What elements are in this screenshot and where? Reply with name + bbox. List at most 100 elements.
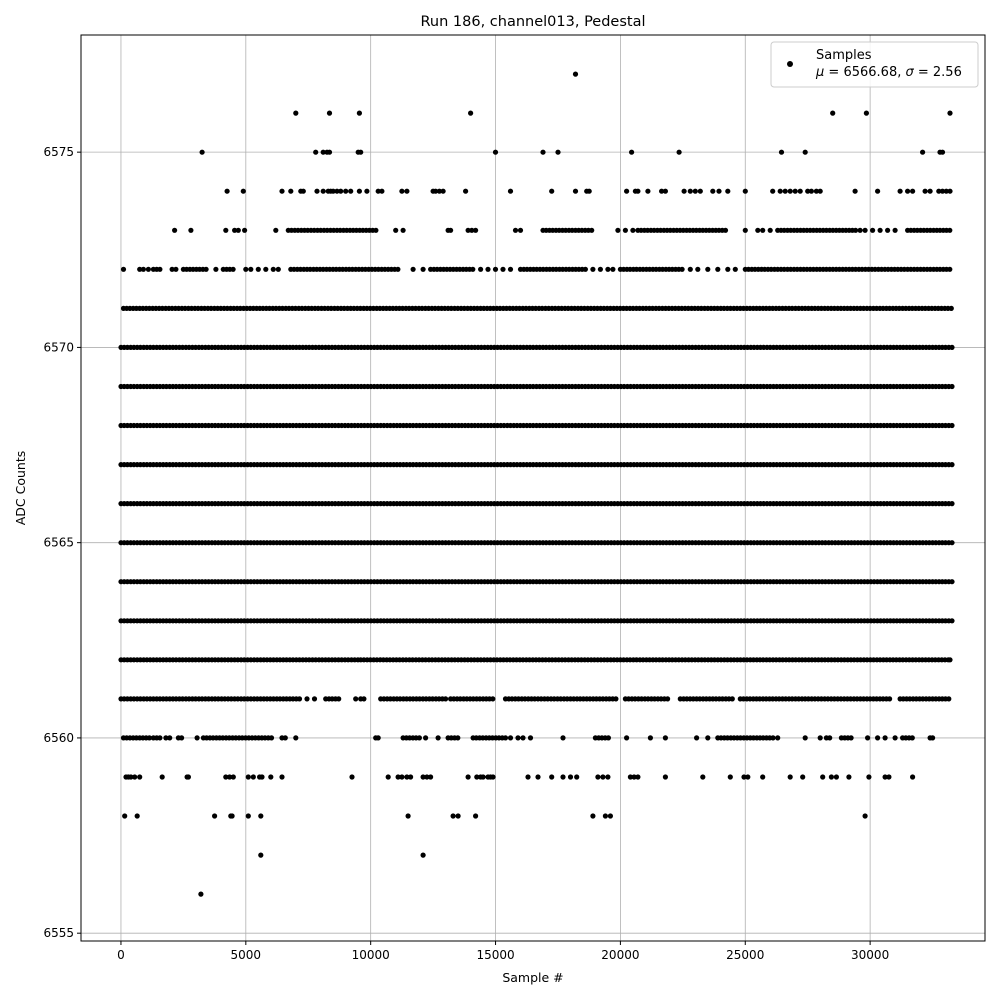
data-point [863, 110, 870, 116]
data-point [450, 813, 456, 819]
data-point [647, 735, 654, 741]
x-tick-label: 0 [117, 948, 125, 962]
data-point [949, 383, 955, 390]
data-point [560, 735, 566, 741]
data-point [852, 188, 858, 194]
data-point [760, 227, 766, 233]
data-point [910, 774, 916, 780]
data-point [245, 774, 251, 780]
data-point [478, 266, 484, 272]
data-point [404, 188, 410, 194]
data-point [263, 266, 269, 272]
data-point [729, 696, 735, 702]
legend-mu-value: 6566.68 [843, 65, 897, 80]
data-point [813, 188, 820, 194]
data-point [629, 149, 635, 155]
data-point [741, 774, 747, 780]
data-point [492, 266, 499, 272]
data-point [897, 188, 903, 194]
data-point [137, 774, 143, 780]
data-point [865, 735, 871, 741]
data-point [416, 735, 422, 741]
data-point [877, 227, 883, 233]
data-point [782, 188, 788, 194]
legend: Samples μ = 6566.68, σ = 2.56 [770, 41, 979, 88]
data-point [870, 227, 876, 233]
data-point [379, 188, 385, 194]
data-point [705, 266, 711, 272]
data-point [700, 774, 706, 780]
data-point [615, 227, 621, 233]
data-point [348, 188, 354, 194]
data-point [120, 266, 127, 272]
data-point [770, 188, 776, 194]
data-point [630, 227, 636, 233]
data-point [775, 735, 781, 741]
data-point [227, 774, 233, 780]
data-point [473, 227, 479, 233]
data-point [927, 188, 933, 194]
data-point [887, 696, 893, 702]
data-point [375, 735, 381, 741]
data-point [223, 227, 229, 233]
data-point [590, 266, 596, 272]
data-point [949, 422, 955, 429]
data-point [777, 188, 783, 194]
data-point [662, 735, 669, 741]
data-point [268, 735, 275, 741]
data-point [560, 774, 566, 780]
data-point [385, 774, 391, 780]
data-point [185, 774, 191, 780]
data-point [946, 696, 952, 702]
data-point [424, 774, 430, 780]
data-point [300, 188, 306, 194]
data-point [428, 774, 434, 780]
y-tick-label: 6570 [43, 340, 74, 354]
data-point [270, 266, 276, 272]
data-point [213, 266, 219, 272]
data-point [949, 540, 955, 546]
data-point [132, 774, 138, 780]
data-point [356, 188, 362, 194]
data-point [922, 188, 928, 194]
data-point [770, 735, 776, 741]
data-point [820, 774, 826, 780]
data-point [540, 149, 546, 155]
data-point [659, 188, 665, 194]
data-point [343, 188, 349, 194]
data-point [631, 774, 637, 780]
data-point [258, 813, 264, 819]
data-point [833, 774, 840, 780]
data-point [296, 696, 303, 702]
data-point [613, 696, 619, 702]
chart-title: Run 186, channel013, Pedestal [420, 14, 645, 30]
data-point [549, 774, 555, 780]
data-point [527, 735, 534, 741]
data-point [230, 774, 236, 780]
data-point [624, 188, 630, 194]
data-point [420, 266, 426, 272]
data-point [128, 774, 134, 780]
data-point [722, 227, 729, 233]
data-point [203, 266, 209, 272]
data-point [755, 227, 761, 233]
legend-sigma-value: 2.56 [933, 65, 962, 80]
data-point [715, 266, 721, 272]
data-point [320, 188, 326, 194]
data-point [676, 149, 682, 155]
x-tick-label: 10000 [352, 948, 390, 962]
data-point [405, 813, 411, 819]
data-point [146, 735, 152, 741]
data-point [490, 774, 496, 780]
data-point [535, 774, 541, 780]
data-point [134, 813, 140, 819]
data-point [400, 227, 406, 233]
data-point [742, 188, 748, 194]
data-point [875, 188, 881, 194]
y-tick-label: 6565 [43, 536, 74, 550]
x-tick-label: 5000 [231, 948, 262, 962]
data-point [936, 188, 942, 194]
data-point [361, 696, 367, 702]
data-point [304, 696, 310, 702]
data-point [948, 305, 954, 311]
